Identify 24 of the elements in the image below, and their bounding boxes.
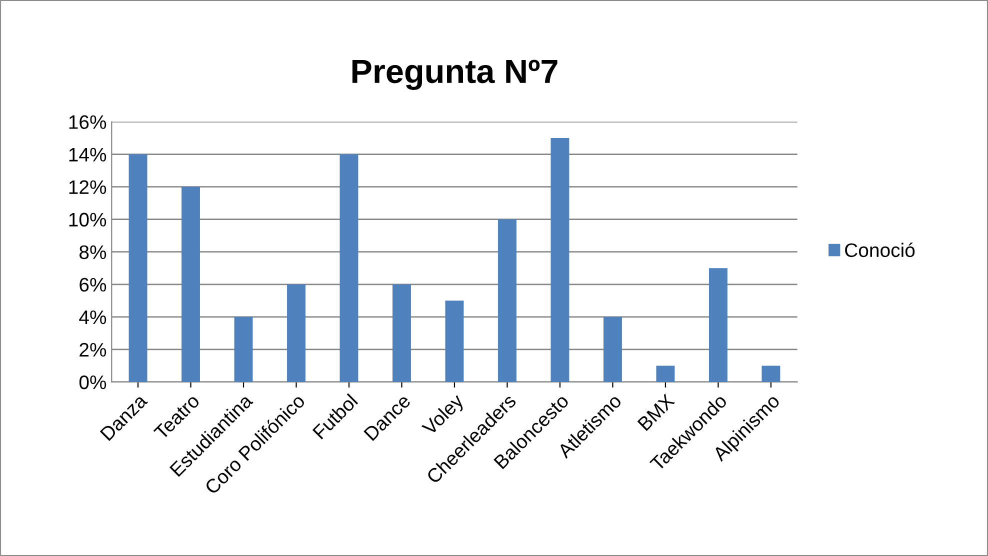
bar (708, 268, 728, 382)
bar (340, 154, 358, 382)
y-tick-label: 6% (80, 278, 106, 292)
bar (656, 366, 675, 382)
bar (128, 154, 148, 382)
y-tick-label: 10% (69, 212, 106, 227)
bar (182, 186, 200, 382)
y-tick-label: 4% (79, 310, 106, 324)
y-tick-label: 0% (79, 375, 106, 390)
y-tick-label: 16% (69, 115, 106, 129)
bar (234, 316, 253, 382)
legend-label: Conoció (845, 242, 915, 258)
bar (762, 366, 780, 382)
y-tick-label: 8% (80, 245, 106, 260)
chart-title: Pregunta Nº7 (352, 60, 558, 90)
y-tick-label: 2% (80, 342, 106, 357)
y-tick-label: 12% (69, 180, 106, 194)
y-tick-label: 14% (69, 148, 106, 162)
bar (445, 300, 464, 382)
bar (392, 284, 411, 382)
bar (550, 138, 570, 382)
bar (603, 316, 622, 382)
bar (287, 284, 306, 382)
bar (498, 219, 516, 382)
